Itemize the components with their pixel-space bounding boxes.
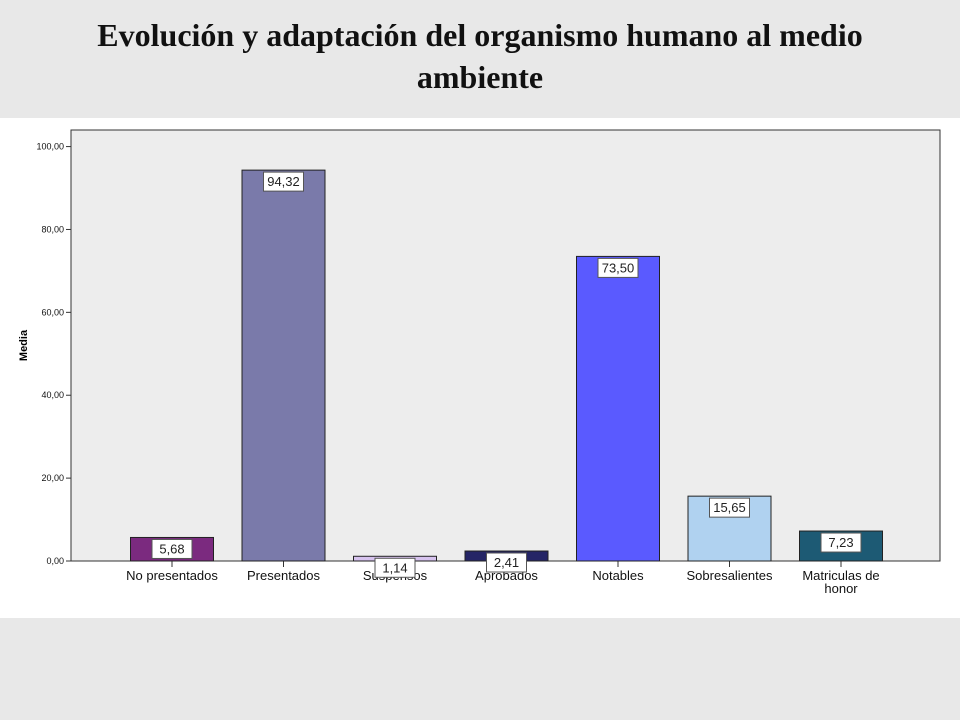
x-tick-label: Presentados <box>247 568 320 583</box>
x-tick-label: Notables <box>592 568 644 583</box>
data-label: 15,65 <box>713 500 746 515</box>
y-tick-label: 60,00 <box>41 307 64 317</box>
bar-chart: 0,00 20,00 40,00 60,00 80,00 100,00 No presen… <box>18 129 941 596</box>
data-label: 73,50 <box>602 260 635 275</box>
x-tick-label: Sobresalientes <box>687 568 773 583</box>
data-label: 1,14 <box>382 560 407 575</box>
data-label-box <box>709 497 750 518</box>
bar <box>576 255 660 562</box>
data-label-box <box>597 257 639 278</box>
data-label-box <box>263 171 304 192</box>
y-axis: 0,00 20,00 40,00 60,00 80,00 100,00 <box>36 142 71 566</box>
data-label-box <box>486 552 527 573</box>
y-tick-label: 80,00 <box>41 224 64 234</box>
x-tick-label: No presentados <box>126 568 218 583</box>
data-label: 5,68 <box>159 541 184 556</box>
bar <box>241 169 326 562</box>
data-label-box <box>374 557 416 578</box>
data-label-box <box>151 538 193 559</box>
slide-title: Evolución y adaptación del organismo hum… <box>97 17 863 95</box>
y-tick-label: 20,00 <box>41 473 64 483</box>
y-tick-label: 100,00 <box>36 142 64 152</box>
y-axis-title: Media <box>18 329 30 361</box>
plot-area <box>70 129 941 562</box>
chart-panel: 0,00 20,00 40,00 60,00 80,00 100,00 No presen… <box>0 118 960 618</box>
data-label-box <box>820 532 862 553</box>
data-label: 7,23 <box>828 535 853 550</box>
x-tick-label: Matriculas de honor <box>802 568 879 596</box>
data-label: 94,32 <box>267 174 300 189</box>
y-tick-label: 40,00 <box>41 390 64 400</box>
y-tick-label: 0,00 <box>46 556 64 566</box>
data-labels: 5,68 94,32 1,14 2,41 73,50 15,65 7,23 <box>151 171 862 578</box>
data-label: 2,41 <box>494 555 519 570</box>
